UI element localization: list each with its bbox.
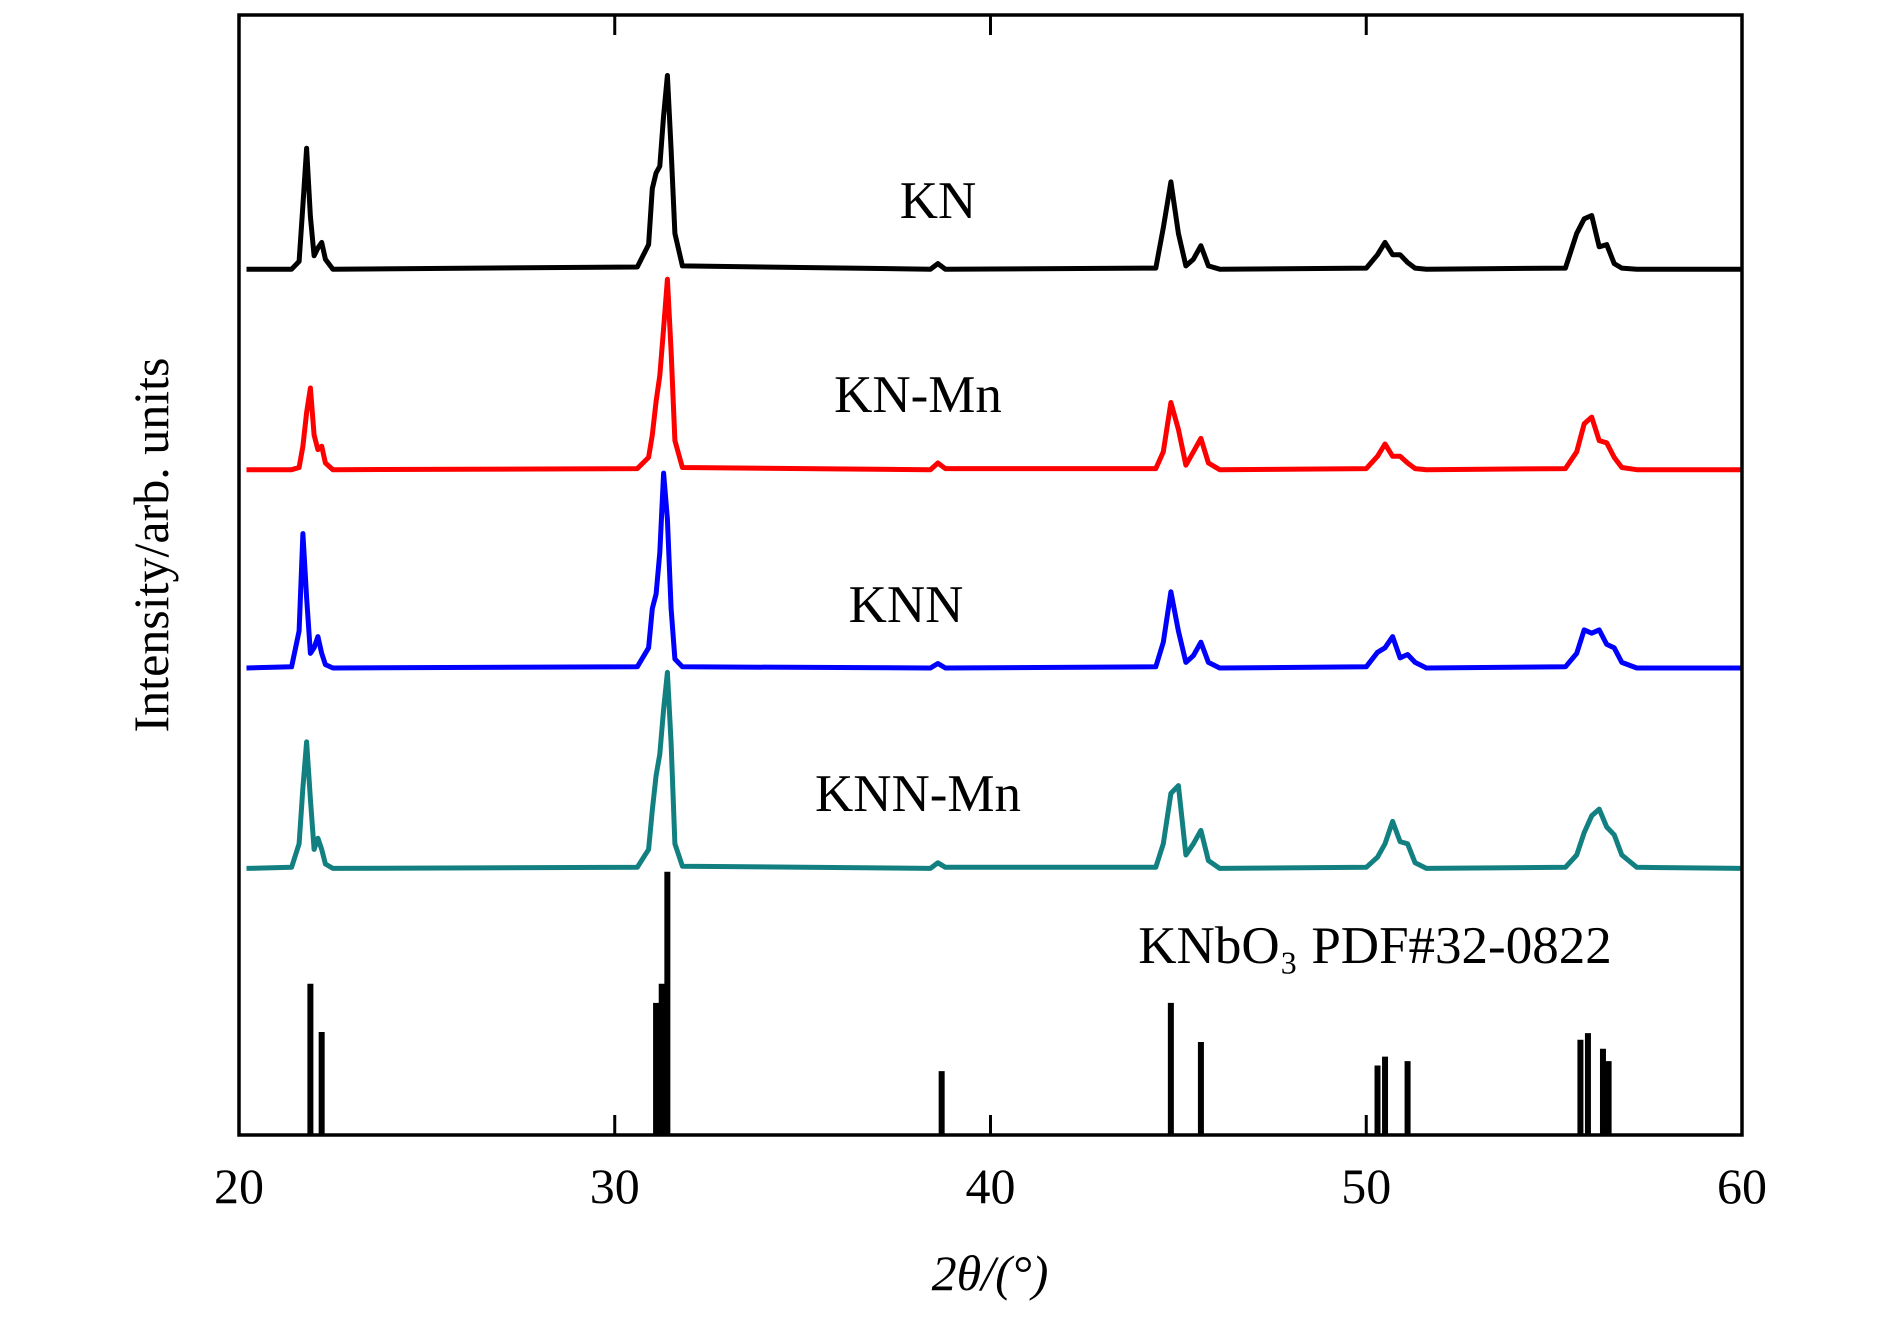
pattern-line [246,470,1742,671]
series-label: KN-Mn [834,366,1002,424]
pattern-line [246,73,1742,272]
series-label: KNN [849,576,964,634]
plot-frame [237,13,1744,1137]
series-label: KNN-Mn [815,765,1021,823]
y-axis-label: Intensity/arb. units [123,358,179,733]
reference-label: KNbO₃ PDF#32-0822 [1138,917,1611,975]
x-tick-label: 50 [1341,1158,1391,1214]
pattern-line [246,669,1743,871]
series-label: KN [900,172,977,230]
x-tick-label: 20 [214,1158,264,1214]
pattern-line [246,276,1742,473]
x-axis-label: 2θ/(°) [932,1245,1049,1301]
x-tick-label: 40 [966,1158,1016,1214]
x-tick-label: 60 [1717,1158,1767,1214]
x-tick-label: 30 [590,1158,640,1214]
